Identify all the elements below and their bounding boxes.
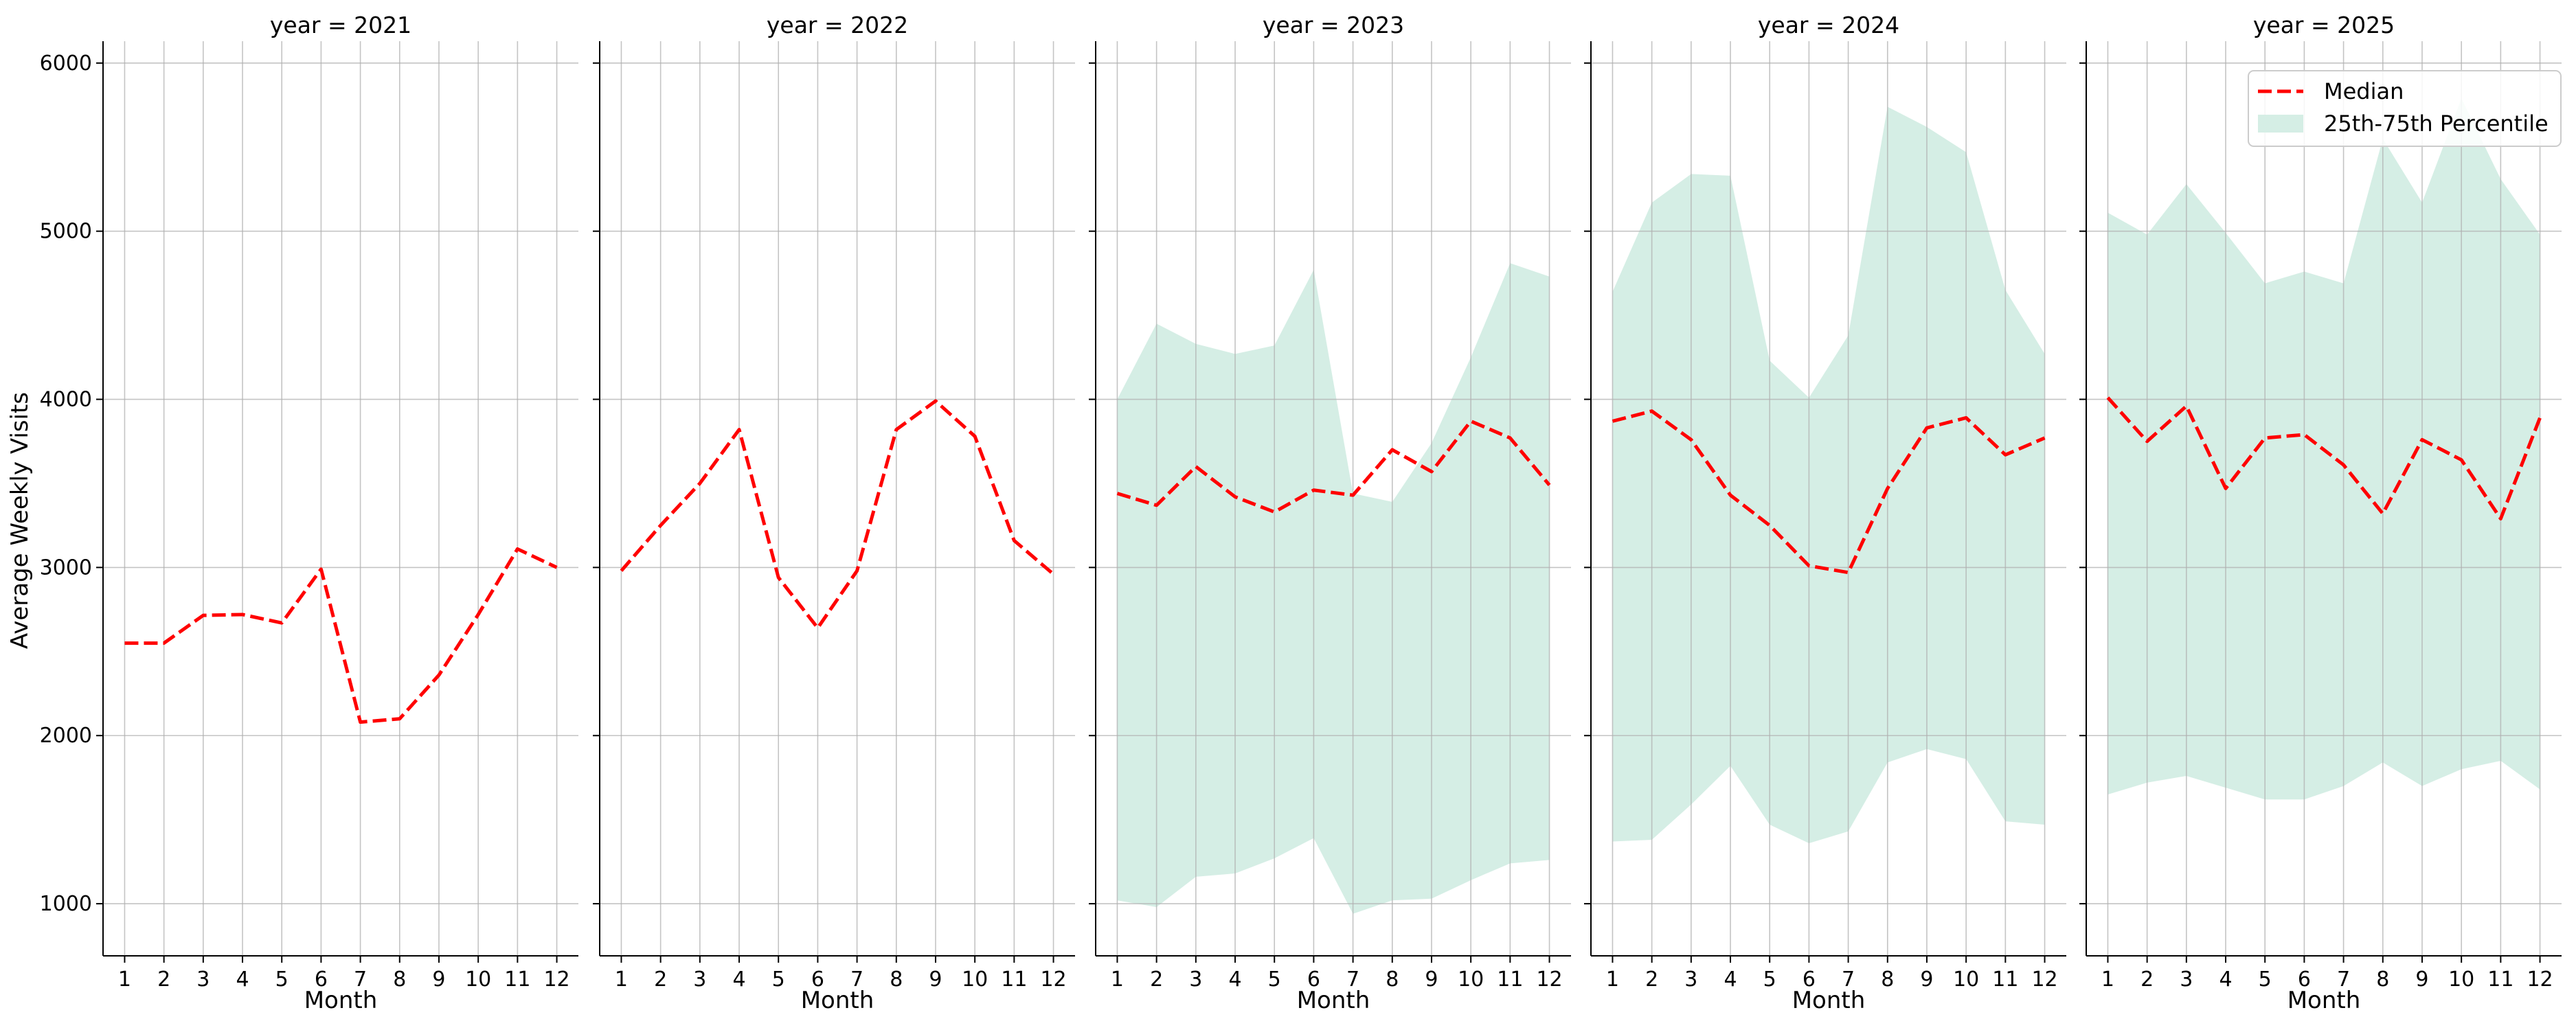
percentile-band-4	[1612, 106, 2045, 843]
x-tick-label: 10	[465, 968, 491, 992]
panel-title: year = 2024	[1758, 12, 1899, 38]
x-tick-label: 1	[2101, 968, 2114, 992]
x-tick-label: 10	[962, 968, 988, 992]
x-axis-label: Month	[1297, 987, 1370, 1014]
median-line-5	[2106, 396, 2542, 520]
x-tick-label: 5	[772, 968, 785, 992]
x-tick-label: 5	[2259, 968, 2272, 992]
x-tick-label: 8	[2376, 968, 2389, 992]
x-tick-label: 11	[1992, 968, 2018, 992]
x-tick-label: 10	[2448, 968, 2474, 992]
x-tick-label: 7	[1346, 968, 1359, 992]
x-tick-label: 2	[654, 968, 667, 992]
x-tick-label: 4	[732, 968, 745, 992]
x-tick-label: 7	[354, 968, 367, 992]
x-tick-label: 6	[315, 968, 328, 992]
x-tick-label: 5	[1763, 968, 1776, 992]
x-tick-label: 11	[1001, 968, 1027, 992]
legend: Median 25th-75th Percentile	[2248, 70, 2562, 147]
x-tick-label: 9	[1920, 968, 1933, 992]
panel-title: year = 2025	[2253, 12, 2395, 38]
x-tick-label: 4	[1724, 968, 1737, 992]
x-tick-label: 7	[850, 968, 863, 992]
x-tick-label: 7	[2337, 968, 2350, 992]
y-tick-label: 6000	[40, 52, 92, 76]
x-tick-label: 6	[2298, 968, 2311, 992]
median-line-4	[1612, 409, 2046, 575]
x-tick-label: 11	[1497, 968, 1523, 992]
percentile-band-3	[1117, 263, 1550, 914]
x-tick-label: 9	[2415, 968, 2428, 992]
x-tick-label: 9	[1425, 968, 1438, 992]
y-tick-label: 4000	[40, 388, 92, 412]
y-tick-label: 2000	[40, 724, 92, 748]
panel-title: year = 2022	[767, 12, 908, 38]
x-tick-label: 2	[157, 968, 170, 992]
x-tick-label: 12	[543, 968, 569, 992]
x-tick-label: 11	[2487, 968, 2513, 992]
y-tick-label: 5000	[40, 220, 92, 244]
x-tick-label: 8	[1386, 968, 1399, 992]
x-tick-label: 11	[504, 968, 530, 992]
x-tick-label: 12	[2031, 968, 2057, 992]
legend-band-swatch	[2258, 115, 2303, 133]
x-tick-label: 1	[1111, 968, 1124, 992]
legend-box	[2248, 70, 2562, 147]
x-tick-label: 12	[1536, 968, 1562, 992]
x-tick-label: 4	[1228, 968, 1241, 992]
x-tick-label: 3	[1684, 968, 1697, 992]
x-tick-label: 6	[1803, 968, 1816, 992]
y-axis-label: Average Weekly Visits	[6, 392, 34, 649]
x-tick-label: 3	[693, 968, 706, 992]
x-tick-label: 2	[2140, 968, 2154, 992]
x-tick-label: 10	[1953, 968, 1979, 992]
x-tick-label: 9	[929, 968, 942, 992]
x-tick-label: 2	[1645, 968, 1658, 992]
x-tick-label: 7	[1842, 968, 1855, 992]
x-tick-label: 12	[1040, 968, 1066, 992]
x-axis-label: Month	[801, 987, 874, 1014]
x-tick-label: 5	[1268, 968, 1281, 992]
x-tick-label: 8	[1881, 968, 1894, 992]
x-tick-label: 3	[2180, 968, 2193, 992]
x-tick-label: 6	[811, 968, 824, 992]
x-tick-label: 1	[118, 968, 131, 992]
x-tick-label: 4	[2219, 968, 2232, 992]
x-tick-label: 10	[1458, 968, 1484, 992]
x-tick-label: 1	[1606, 968, 1619, 992]
y-tick-label: 3000	[40, 556, 92, 580]
median-line-1	[124, 547, 558, 724]
x-axis-label: Month	[304, 987, 378, 1014]
legend-median-label: Median	[2324, 78, 2404, 104]
x-tick-label: 12	[2527, 968, 2553, 992]
y-tick-label: 1000	[40, 892, 92, 916]
x-tick-label: 8	[890, 968, 903, 992]
x-tick-label: 1	[615, 968, 628, 992]
panel-title: year = 2023	[1263, 12, 1404, 38]
x-tick-label: 5	[275, 968, 289, 992]
x-tick-label: 3	[196, 968, 210, 992]
x-tick-label: 3	[1189, 968, 1202, 992]
panel-title: year = 2021	[270, 12, 411, 38]
x-tick-label: 8	[393, 968, 406, 992]
x-tick-label: 4	[236, 968, 249, 992]
x-axis-label: Month	[1792, 987, 1866, 1014]
legend-band-label: 25th-75th Percentile	[2324, 111, 2549, 137]
x-tick-label: 6	[1307, 968, 1320, 992]
x-tick-label: 9	[432, 968, 445, 992]
median-line-2	[620, 399, 1055, 630]
x-axis-label: Month	[2287, 987, 2361, 1014]
x-tick-label: 2	[1150, 968, 1163, 992]
median-line-3	[1116, 419, 1551, 514]
